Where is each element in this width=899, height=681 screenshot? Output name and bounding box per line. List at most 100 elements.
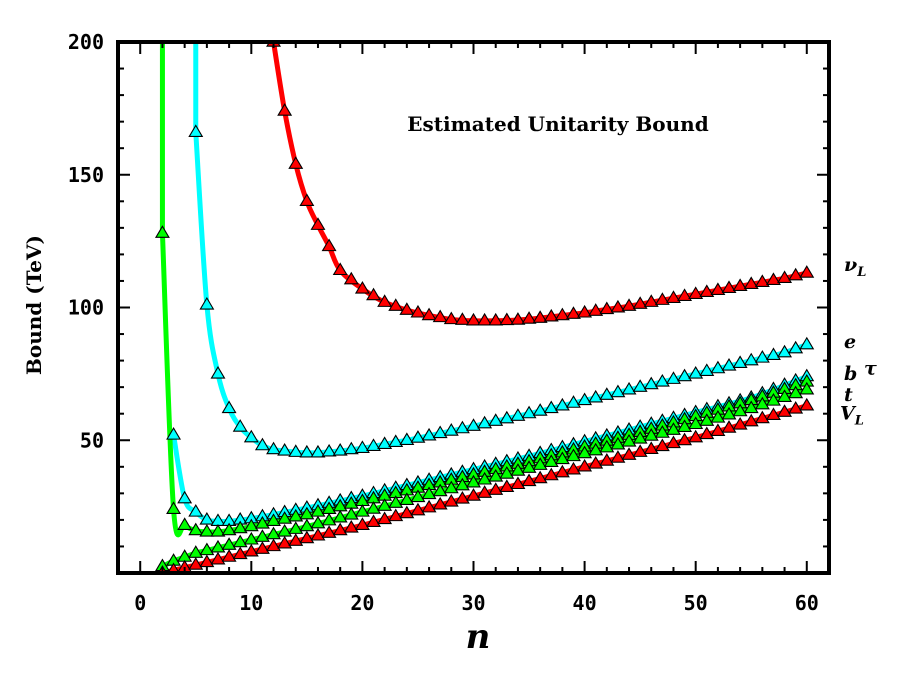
data-point: [177, 490, 193, 504]
data-point: [788, 385, 804, 399]
data-point: [721, 358, 737, 371]
data-point: [366, 287, 381, 301]
data-point: [777, 270, 793, 284]
data-point: [377, 511, 393, 525]
series-line: [193, 42, 810, 456]
data-point: [688, 365, 704, 379]
data-point: [710, 360, 726, 374]
data-point: [210, 551, 226, 565]
data-point: [443, 311, 459, 325]
data-point: [677, 432, 693, 446]
data-point: [354, 504, 370, 517]
data-point: [454, 477, 470, 491]
data-point: [699, 284, 715, 297]
data-point: [554, 397, 570, 411]
data-point: [543, 454, 559, 468]
data-point: [310, 444, 326, 458]
data-point: [588, 455, 604, 469]
data-point: [432, 483, 448, 497]
data-point: [410, 489, 426, 503]
data-point: [577, 304, 593, 318]
data-point: [410, 502, 426, 516]
data-point: [210, 365, 226, 379]
series-label: t: [844, 384, 853, 406]
data-point: [443, 480, 459, 494]
data-point: [488, 413, 504, 426]
data-point: [166, 501, 182, 515]
data-point: [554, 307, 570, 321]
data-point: [699, 426, 715, 440]
data-point: [477, 485, 493, 498]
data-point: [554, 451, 570, 465]
data-point: [466, 312, 481, 326]
data-point: [499, 312, 515, 326]
data-point: [710, 410, 726, 423]
data-point: [666, 290, 681, 303]
data-point: [754, 410, 770, 424]
data-point: [343, 441, 359, 455]
data-point: [599, 301, 615, 315]
data-point: [699, 413, 715, 426]
data-point: [543, 400, 559, 414]
data-point: [288, 156, 304, 169]
data-point: [321, 512, 337, 526]
data-point: [677, 419, 693, 432]
data-point: [332, 522, 348, 536]
data-point: [566, 448, 581, 462]
data-point: [199, 296, 215, 310]
data-point: [588, 442, 604, 456]
data-point: [654, 373, 670, 387]
data-point: [321, 525, 337, 538]
data-point: [632, 296, 648, 309]
x-tick-label: 60: [795, 591, 819, 615]
data-point: [765, 393, 781, 406]
data-point: [788, 267, 804, 281]
data-point: [243, 543, 259, 557]
data-point: [610, 299, 626, 313]
data-point: [566, 306, 581, 319]
data-point: [532, 403, 548, 416]
data-point: [243, 429, 259, 443]
data-point: [510, 463, 526, 476]
data-point: [466, 418, 481, 431]
data-point: [321, 238, 337, 252]
data-point: [654, 438, 670, 452]
data-point: [621, 381, 637, 395]
data-point: [688, 429, 704, 443]
data-point: [610, 436, 626, 450]
data-point: [621, 447, 637, 460]
series-label: νL: [844, 254, 866, 280]
data-point: [488, 468, 504, 482]
data-point: [388, 298, 404, 311]
series-label: b: [844, 363, 857, 385]
data-point: [232, 520, 248, 534]
data-point: [577, 392, 593, 406]
data-point: [243, 518, 259, 532]
data-point: [632, 379, 648, 392]
data-point: [343, 519, 359, 533]
data-point: [443, 423, 459, 436]
data-point: [765, 407, 781, 421]
data-point: [543, 467, 559, 481]
data-point: [477, 471, 493, 485]
data-point: [366, 501, 381, 514]
data-point: [666, 435, 681, 449]
data-point: [754, 350, 770, 363]
data-point: [354, 281, 370, 294]
data-point: [477, 312, 493, 326]
data-point: [488, 312, 504, 326]
data-point: [277, 511, 293, 524]
data-point: [510, 408, 526, 421]
data-point: [799, 336, 815, 350]
data-point: [743, 413, 759, 427]
data-point: [221, 549, 237, 562]
data-point: [266, 538, 281, 552]
y-tick-label: 200: [68, 30, 104, 54]
data-point: [188, 124, 204, 137]
data-point: [721, 420, 737, 433]
data-point: [488, 482, 504, 495]
data-point: [343, 506, 359, 520]
data-point: [410, 430, 426, 443]
